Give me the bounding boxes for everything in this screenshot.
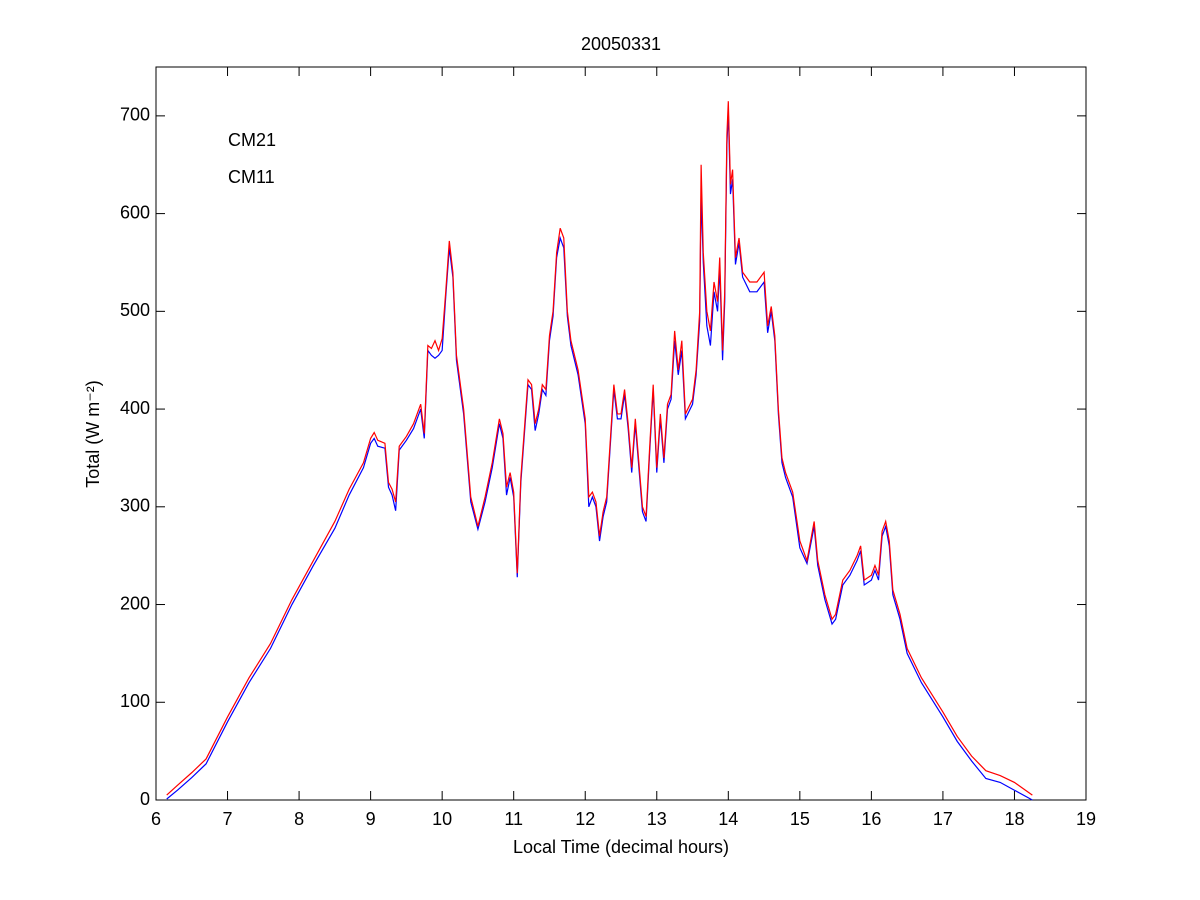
x-axis-label: Local Time (decimal hours) xyxy=(513,837,729,857)
x-tick-label: 11 xyxy=(504,809,523,829)
x-tick-label: 6 xyxy=(151,809,161,829)
series-line xyxy=(166,101,1033,796)
x-tick-label: 14 xyxy=(718,809,738,829)
plot-frame xyxy=(155,66,1087,801)
y-tick-label: 500 xyxy=(120,300,150,320)
y-tick-label: 100 xyxy=(120,691,150,711)
x-tick-label: 13 xyxy=(647,809,667,829)
y-tick-label: 300 xyxy=(120,496,150,516)
x-tick-label: 19 xyxy=(1076,809,1096,829)
y-axis-label: Total (W m⁻²) xyxy=(83,380,103,488)
y-tick-label: 200 xyxy=(120,593,150,613)
y-tick-label: 0 xyxy=(140,789,150,809)
legend-entry: CM11 xyxy=(228,167,275,187)
y-tick-label: 700 xyxy=(120,105,150,125)
legend-entry: CM21 xyxy=(228,130,276,150)
x-tick-label: 15 xyxy=(790,809,810,829)
x-tick-label: 12 xyxy=(575,809,595,829)
chart-title: 20050331 xyxy=(581,34,661,54)
x-tick-label: 18 xyxy=(1004,809,1024,829)
y-tick-label: 600 xyxy=(120,202,150,222)
x-tick-label: 16 xyxy=(861,809,881,829)
x-tick-label: 7 xyxy=(223,809,233,829)
y-tick-label: 400 xyxy=(120,398,150,418)
x-tick-label: 9 xyxy=(366,809,376,829)
x-tick-label: 8 xyxy=(294,809,304,829)
x-tick-label: 17 xyxy=(933,809,953,829)
x-tick-label: 10 xyxy=(432,809,452,829)
